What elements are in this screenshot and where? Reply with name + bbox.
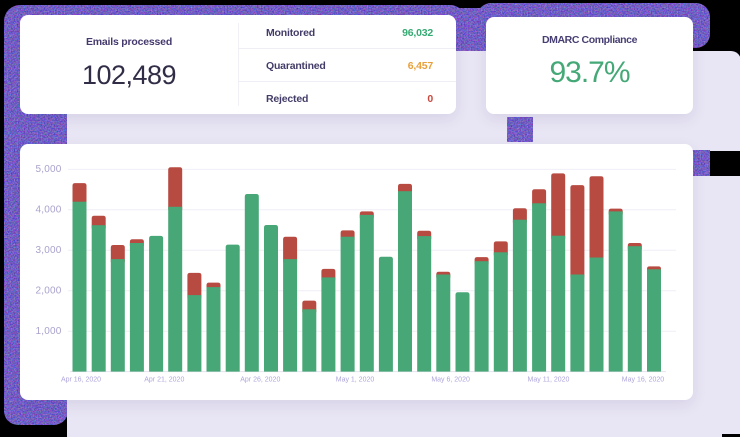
svg-text:Apr 16, 2020: Apr 16, 2020 [61,377,101,384]
svg-text:May 16, 2020: May 16, 2020 [622,377,665,384]
svg-text:May 1, 2020: May 1, 2020 [336,377,375,384]
svg-text:Apr 21, 2020: Apr 21, 2020 [144,377,184,384]
svg-text:Apr 26, 2020: Apr 26, 2020 [240,377,280,384]
svg-text:3,000: 3,000 [35,245,61,256]
svg-text:1,000: 1,000 [35,326,61,337]
svg-text:May 6, 2020: May 6, 2020 [431,377,470,384]
svg-text:2,000: 2,000 [35,286,61,297]
svg-text:May 11, 2020: May 11, 2020 [528,377,570,384]
svg-text:5,000: 5,000 [35,164,61,175]
svg-text:4,000: 4,000 [35,205,61,216]
